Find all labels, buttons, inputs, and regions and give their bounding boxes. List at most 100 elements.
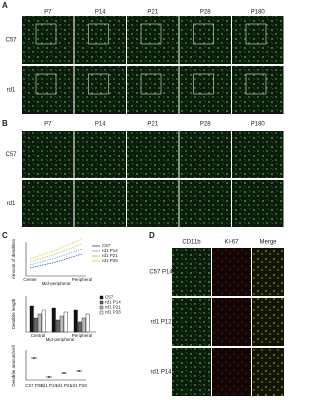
legend-label: rd1 P28 — [102, 258, 118, 263]
axes — [25, 350, 86, 381]
micrograph — [127, 16, 179, 64]
micrograph — [127, 66, 179, 114]
row-label: rd1 — [7, 88, 16, 94]
micrograph — [212, 348, 251, 396]
bar — [51, 307, 56, 333]
legend-label: rd1 P14 — [105, 300, 121, 305]
bar — [33, 317, 38, 333]
row-label: C57 — [5, 38, 17, 44]
micrograph — [252, 298, 284, 346]
micrograph — [74, 131, 126, 178]
column-header: P7 — [44, 10, 52, 16]
dot — [63, 372, 65, 374]
micrograph — [22, 66, 74, 114]
row-label: C57 — [5, 152, 17, 158]
inset-box — [245, 23, 267, 45]
x-tick-label: Mid-peripheral — [42, 281, 71, 286]
trend-line — [29, 243, 83, 263]
column-header: Ki-67 — [224, 240, 239, 246]
micrograph — [252, 348, 284, 396]
micrograph — [172, 298, 211, 346]
trend-line — [29, 238, 83, 260]
bar — [77, 321, 82, 333]
y-axis-label: Dendrite length — [11, 298, 16, 329]
micrograph — [179, 131, 231, 178]
panel-label: B — [2, 119, 8, 128]
micrograph — [22, 180, 74, 227]
micrograph — [22, 131, 74, 178]
row-label: rd1 — [7, 201, 16, 207]
column-header: P180 — [251, 10, 266, 16]
x-tick-label: Peripheral — [72, 333, 93, 338]
bar — [29, 305, 34, 333]
x-tick-label: Mid-peripheral — [46, 337, 75, 342]
legend-swatch — [99, 310, 104, 315]
row-label: rd1 P14 — [150, 370, 172, 376]
inset-box — [140, 23, 162, 45]
x-tick-label: rd1 P28 — [71, 383, 87, 388]
bar — [55, 319, 60, 333]
inset-box — [88, 23, 109, 45]
legend-label: rd1 P28 — [105, 310, 121, 315]
micrograph — [179, 16, 231, 64]
bar — [41, 309, 46, 333]
column-header: P28 — [200, 122, 211, 128]
x-tick-label: Center — [23, 277, 37, 282]
bar — [37, 313, 42, 333]
legend-label: rd1 P21 — [105, 305, 121, 310]
trend-line — [29, 248, 83, 266]
trend-line — [29, 253, 83, 269]
x-tick-label: Peripheral — [72, 277, 93, 282]
micrograph — [172, 348, 211, 396]
micrograph — [172, 248, 211, 296]
column-header: Merge — [259, 240, 277, 246]
micrograph — [74, 180, 126, 227]
micrograph — [179, 66, 231, 114]
column-header: P14 — [95, 10, 106, 16]
x-tick-label: Central — [31, 333, 46, 338]
micrograph — [74, 66, 126, 114]
axes — [25, 296, 96, 333]
bar — [85, 313, 90, 333]
inset-box — [245, 73, 267, 95]
legend-label: C57 — [102, 243, 111, 248]
column-header: P28 — [200, 10, 211, 16]
micrograph — [232, 16, 284, 64]
legend-swatch — [99, 300, 104, 305]
legend-label: rd1 P21 — [102, 253, 118, 258]
y-axis-label: Dendrite amount/cell — [11, 345, 16, 386]
legend-swatch — [99, 295, 104, 300]
inset-box — [140, 73, 162, 95]
legend-label: rd1 P14 — [102, 248, 118, 253]
column-header: CD11b — [182, 240, 201, 246]
micrograph — [127, 180, 179, 227]
panel-label: A — [2, 1, 8, 10]
micrograph — [179, 180, 231, 227]
micrograph — [232, 180, 284, 227]
micrograph — [232, 131, 284, 178]
micrograph — [212, 248, 251, 296]
bar — [81, 317, 86, 333]
column-header: P180 — [251, 122, 266, 128]
dot — [78, 370, 80, 372]
micrograph — [252, 248, 284, 296]
micrograph — [232, 66, 284, 114]
legend-label: C57 — [105, 295, 114, 300]
inset-box — [35, 73, 57, 95]
column-header: P14 — [95, 122, 106, 128]
micrograph — [74, 16, 126, 64]
x-tick-label: rd1 P14 — [41, 383, 57, 388]
bar — [73, 309, 78, 333]
column-header: P7 — [44, 122, 52, 128]
dot — [48, 376, 50, 378]
row-label: rd1 P12 — [150, 320, 172, 326]
micrograph — [212, 298, 251, 346]
inset-box — [88, 73, 109, 95]
figure: A P7 P14 P21 P28 P180 C57 rd1 B P7 P14 P21 P28 P180 C5… — [2, 1, 284, 396]
row-label: C57 P14 — [149, 270, 173, 276]
inset-box — [193, 73, 214, 95]
dot — [33, 357, 35, 359]
micrograph — [127, 131, 179, 178]
inset-box — [193, 23, 214, 45]
panel-label: C — [2, 231, 8, 240]
